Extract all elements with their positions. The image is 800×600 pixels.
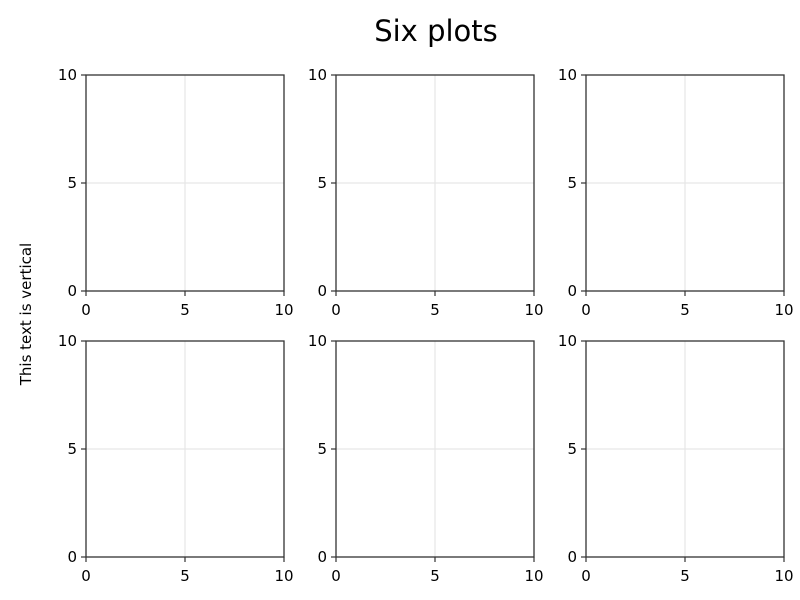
- subplot-4: 0 5 10 0 5 10: [58, 332, 294, 585]
- x-tick-label: 10: [774, 567, 793, 585]
- x-tick-label: 5: [680, 567, 690, 585]
- x-tick-label: 0: [581, 567, 591, 585]
- figure-title: Six plots: [374, 14, 498, 48]
- y-tick-label: 10: [558, 66, 577, 84]
- x-tick-label: 10: [524, 301, 543, 319]
- y-tick-label: 10: [308, 332, 327, 350]
- x-tick-label: 0: [81, 567, 91, 585]
- y-tick-label: 0: [317, 548, 327, 566]
- y-tick-label: 0: [67, 548, 77, 566]
- y-tick-label: 10: [58, 332, 77, 350]
- x-tick-label: 5: [180, 567, 190, 585]
- x-tick-label: 0: [81, 301, 91, 319]
- x-tick-label: 10: [274, 301, 293, 319]
- x-tick-label: 0: [331, 301, 341, 319]
- x-tick-label: 5: [430, 301, 440, 319]
- x-tick-label: 5: [680, 301, 690, 319]
- y-tick-label: 10: [308, 66, 327, 84]
- subplot-6: 0 5 10 0 5 10: [558, 332, 794, 585]
- x-tick-label: 5: [430, 567, 440, 585]
- y-tick-label: 5: [67, 440, 77, 458]
- y-tick-label: 5: [567, 440, 577, 458]
- subplot-5: 0 5 10 0 5 10: [308, 332, 544, 585]
- x-tick-label: 10: [524, 567, 543, 585]
- y-tick-label: 5: [67, 174, 77, 192]
- y-tick-label: 0: [567, 548, 577, 566]
- x-tick-label: 0: [331, 567, 341, 585]
- y-tick-label: 5: [567, 174, 577, 192]
- x-tick-label: 10: [774, 301, 793, 319]
- subplot-2: 0 5 10 0 5 10: [308, 66, 544, 319]
- y-tick-label: 0: [67, 282, 77, 300]
- y-tick-label: 10: [58, 66, 77, 84]
- y-tick-label: 5: [317, 174, 327, 192]
- subplot-1: 0 5 10 0 5 10: [58, 66, 294, 319]
- y-tick-label: 0: [317, 282, 327, 300]
- y-tick-label: 5: [317, 440, 327, 458]
- x-tick-label: 10: [274, 567, 293, 585]
- x-tick-label: 0: [581, 301, 591, 319]
- x-tick-label: 5: [180, 301, 190, 319]
- y-tick-label: 0: [567, 282, 577, 300]
- subplot-3: 0 5 10 0 5 10: [558, 66, 794, 319]
- y-tick-label: 10: [558, 332, 577, 350]
